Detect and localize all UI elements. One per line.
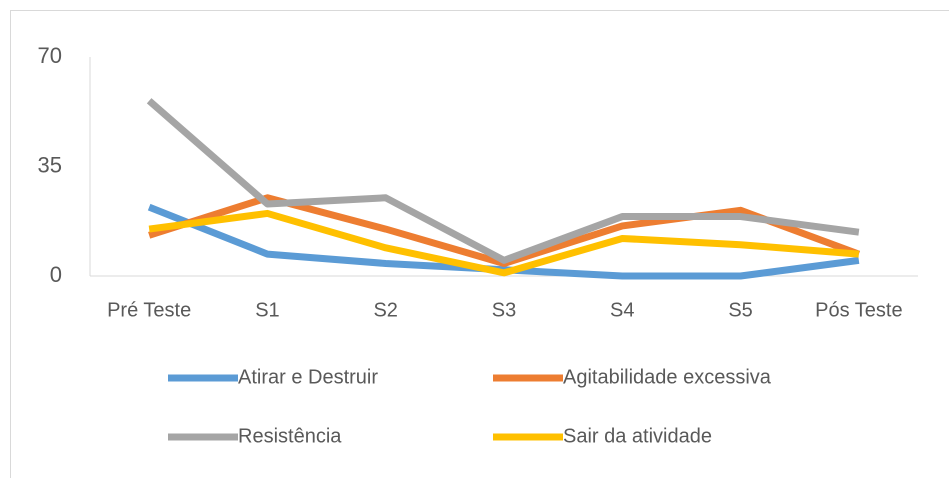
x-tick-label: S3 [492,299,516,321]
y-tick-label: 70 [38,43,62,68]
x-tick-label: S4 [610,299,634,321]
legend-label: Atirar e Destruir [238,366,378,388]
series-line [148,194,861,267]
chart-frame [10,10,949,478]
x-tick-label: S5 [728,299,752,321]
y-tick-label: 0 [50,262,62,287]
legend-label: Resistência [238,425,342,447]
series-line [146,98,860,264]
x-tick-label: S2 [373,299,397,321]
series-line [148,209,860,277]
legend-label: Sair da atividade [563,425,712,447]
y-tick-label: 35 [38,152,62,177]
x-tick-label: S1 [255,299,279,321]
legend-label: Agitabilidade excessiva [563,366,772,388]
x-tick-label: Pós Teste [815,299,902,321]
x-tick-label: Pré Teste [107,299,191,321]
